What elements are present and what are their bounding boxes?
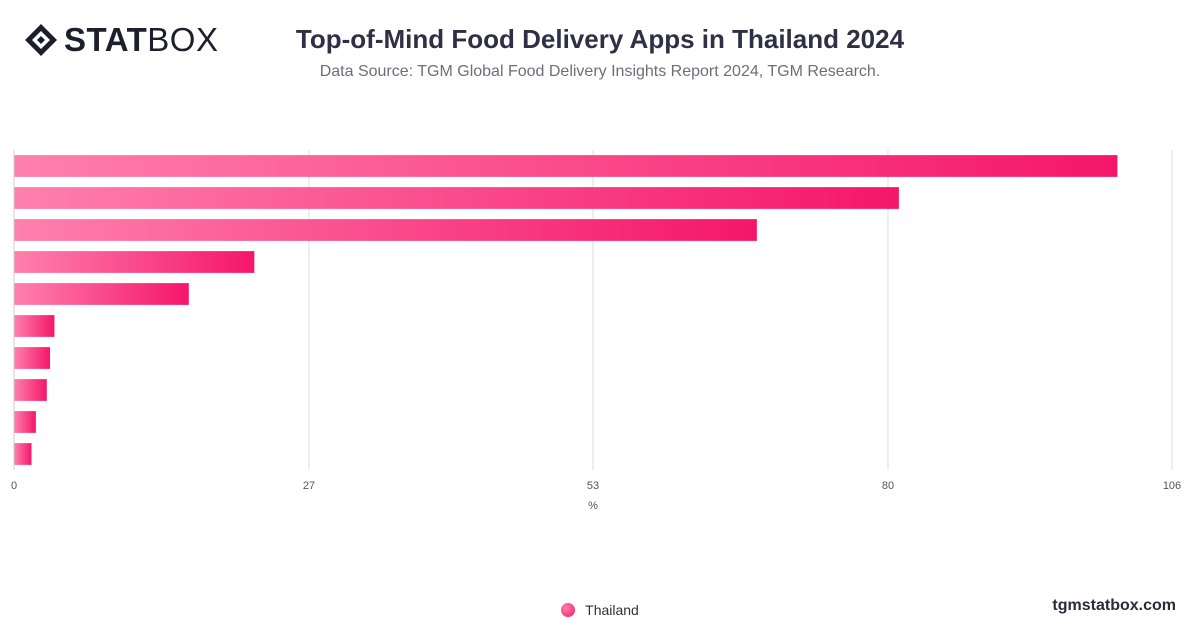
x-tick-label: 53 — [587, 480, 599, 492]
bar — [14, 443, 32, 465]
logo-wordmark-bold: STAT — [64, 21, 148, 58]
bar — [14, 219, 757, 241]
chart-title: Top-of-Mind Food Delivery Apps in Thaila… — [295, 24, 905, 54]
x-tick-label: 106 — [1163, 480, 1181, 492]
bar — [14, 411, 36, 433]
bar-chart: 0 27 53 80 106% — [11, 150, 1181, 512]
chart-subtitle: Data Source: TGM Global Food Delivery In… — [319, 63, 881, 80]
logo-wordmark-light: BOX — [147, 21, 219, 58]
statbox-logo: STATBOX — [24, 20, 218, 60]
x-tick-label: 27 — [303, 480, 315, 492]
x-tick-label: 0 — [11, 480, 17, 492]
bar — [14, 315, 55, 337]
chart-legend: Thailand — [0, 602, 1200, 618]
x-axis-title: % — [588, 500, 598, 512]
bar — [14, 379, 47, 401]
bar — [14, 155, 1118, 177]
statbox-logo-icon — [25, 24, 57, 56]
bar — [14, 283, 189, 305]
legend-marker — [561, 603, 576, 617]
bar — [14, 187, 899, 209]
bar — [14, 347, 51, 369]
legend-label: Thailand — [585, 602, 639, 618]
bar — [14, 251, 255, 273]
footer-site: tgmstatbox.com — [1052, 597, 1176, 614]
logo-wordmark: STATBOX — [64, 20, 218, 60]
x-tick-label: 80 — [882, 480, 894, 492]
